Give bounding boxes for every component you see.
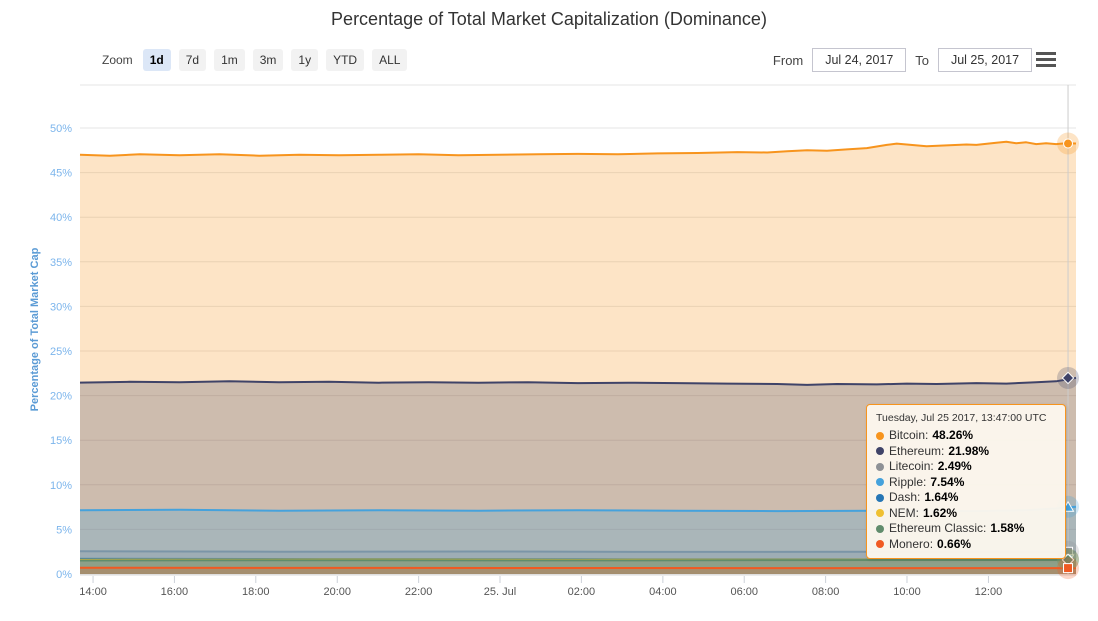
- y-axis-tick-label: 15%: [50, 435, 72, 447]
- from-date-input[interactable]: [812, 48, 907, 72]
- bitcoin-marker-icon: [1063, 138, 1074, 149]
- to-label: To: [915, 52, 929, 68]
- series-ethereum-classic: [79, 558, 1077, 574]
- ethereum-marker-icon: [1061, 371, 1075, 385]
- y-axis-tick-label: 50%: [50, 123, 72, 135]
- x-axis-tick-label: 04:00: [649, 586, 677, 598]
- y-axis-tick-label: 40%: [50, 212, 72, 224]
- zoom-button-all[interactable]: ALL: [372, 49, 408, 71]
- zoom-button-1d[interactable]: 1d: [142, 49, 171, 71]
- x-axis-tick-label: 06:00: [730, 586, 758, 598]
- zoom-button-1m[interactable]: 1m: [214, 49, 245, 71]
- zoom-button-3m[interactable]: 3m: [252, 49, 284, 71]
- zoom-button-1y[interactable]: 1y: [291, 49, 319, 71]
- y-axis-tick-label: 5%: [56, 524, 72, 536]
- x-axis: 14:00 16:00 18:00 20:00 22:00 25. Jul 02:00 04:…: [79, 574, 1076, 598]
- monero-marker-icon: [1063, 563, 1074, 574]
- y-axis-tick-label: 10%: [50, 480, 72, 492]
- to-date-input[interactable]: [938, 48, 1032, 72]
- y-axis-tick-label: 0%: [56, 569, 72, 581]
- y-axis-title: Percentage of Total Market Cap: [29, 247, 41, 411]
- from-label: From: [772, 52, 804, 68]
- x-axis-tick-label: 08:00: [812, 586, 840, 598]
- y-axis-tick-label: 35%: [50, 257, 72, 269]
- x-axis-tick-label: 16:00: [161, 586, 189, 598]
- zoom-button-7d[interactable]: 7d: [178, 49, 207, 71]
- y-gridlines: 0% 5% 10% 15% 20% 25% 30% 35% 40% 45% 50%: [50, 84, 1076, 581]
- x-axis-tick-label: 12:00: [975, 586, 1003, 598]
- y-axis-tick-label: 30%: [50, 301, 72, 313]
- zoom-range-selector: Zoom 1d 7d 1m 3m 1y YTD ALL: [102, 49, 408, 71]
- x-axis-tick-label: 22:00: [405, 586, 433, 598]
- x-axis-tick-label: 14:00: [79, 586, 107, 598]
- page-title: Percentage of Total Market Capitalizatio…: [331, 9, 767, 29]
- date-range-inputs: From To: [773, 48, 1032, 72]
- series-ethereum: [79, 376, 1077, 574]
- y-axis-tick-label: 25%: [50, 346, 72, 358]
- x-axis-tick-label: 25. Jul: [484, 586, 516, 598]
- x-axis-tick-label: 20:00: [324, 586, 352, 598]
- zoom-label: Zoom: [102, 53, 133, 67]
- chart-context-menu-button[interactable]: [1036, 52, 1056, 67]
- hamburger-icon: [1036, 52, 1056, 55]
- series-monero: [79, 566, 1076, 574]
- x-axis-tick-label: 10:00: [893, 586, 921, 598]
- x-axis-tick-label: 18:00: [242, 586, 270, 598]
- y-axis-tick-label: 45%: [50, 168, 72, 180]
- series-bitcoin: [79, 140, 1077, 575]
- zoom-button-ytd[interactable]: YTD: [326, 49, 365, 71]
- x-axis-tick-label: 02:00: [568, 586, 596, 598]
- y-axis-tick-label: 20%: [50, 391, 72, 403]
